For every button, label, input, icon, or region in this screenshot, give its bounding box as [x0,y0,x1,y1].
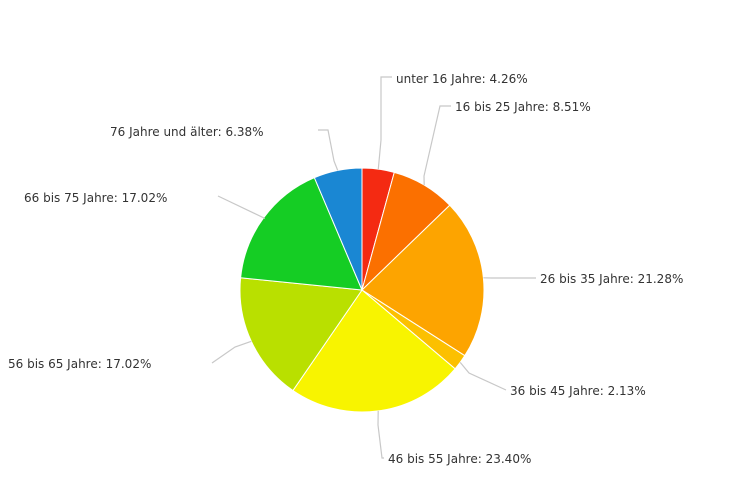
leader-line-16-25 [423,105,451,186]
data-labels: unter 16 Jahre: 4.26% 16 bis 25 Jahre: 8… [8,72,683,466]
leader-line-56-65 [211,340,252,364]
pie-slice-76-plus [313,167,363,291]
leader-line-66-75 [217,195,266,220]
data-label-46-55: 46 bis 55 Jahre: 23.40% [388,452,531,466]
data-label-36-45: 36 bis 45 Jahre: 2.13% [510,384,646,398]
data-label-66-75: 66 bis 75 Jahre: 17.02% [24,191,167,205]
data-label-unter-16: unter 16 Jahre: 4.26% [396,72,528,86]
leader-line-46-55 [377,410,384,459]
data-label-76-plus: 76 Jahre und älter: 6.38% [110,125,264,139]
data-label-26-35: 26 bis 35 Jahre: 21.28% [540,272,683,286]
leader-line-36-45 [459,362,507,391]
data-label-56-65: 56 bis 65 Jahre: 17.02% [8,357,151,371]
leader-lines [211,76,536,459]
pie-slice-26-35 [361,204,485,357]
pie-slices [239,167,485,413]
pie-slice-56-65 [239,277,363,392]
data-label-16-25: 16 bis 25 Jahre: 8.51% [455,100,591,114]
leader-line-unter-16 [377,76,392,170]
leader-line-76-plus [318,129,339,171]
